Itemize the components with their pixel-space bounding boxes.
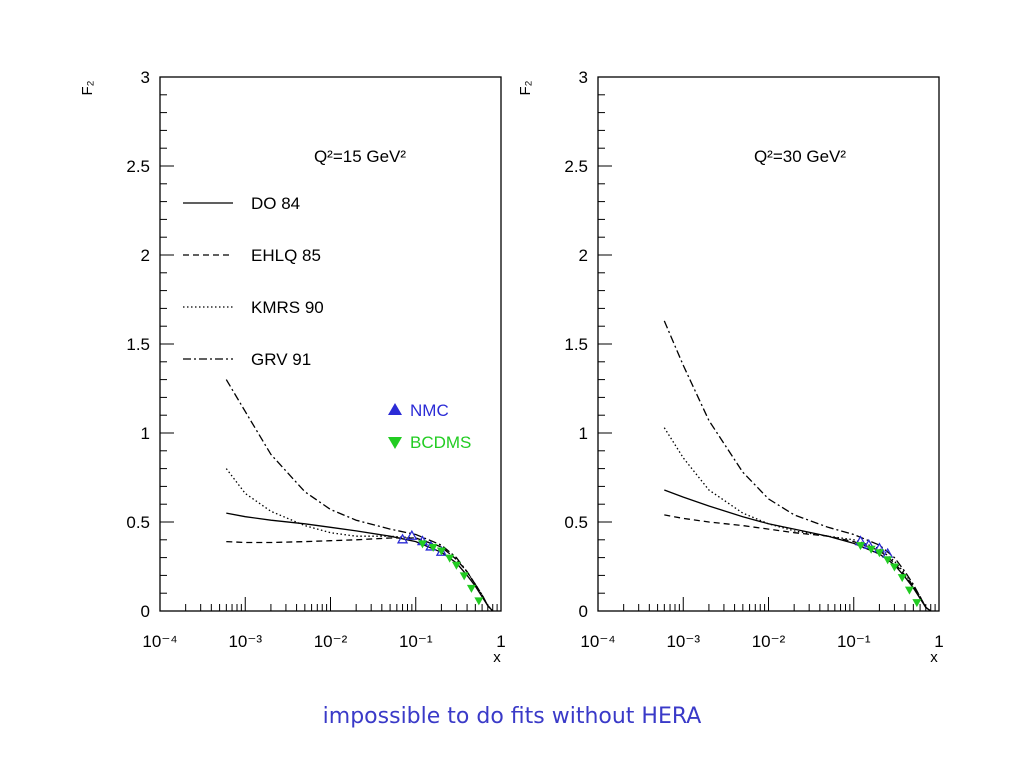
legend-label-nmc: NMC <box>410 401 449 420</box>
x-axis-label: x <box>493 649 501 666</box>
data-point-bcdms <box>466 584 476 593</box>
y-tick-label: 3 <box>579 68 588 87</box>
series-line-ehlq-85 <box>664 514 932 612</box>
series-line-kmrs-90 <box>663 427 932 612</box>
legend-marker-nmc <box>388 403 402 415</box>
slide-caption: impossible to do fits without HERA <box>322 704 702 729</box>
y-tick-label: 0.5 <box>126 513 150 532</box>
x-axis-label: x <box>930 649 938 666</box>
y-tick-label: 1 <box>141 424 150 443</box>
series-line-grv-91 <box>225 379 494 612</box>
data-point-bcdms <box>889 563 899 572</box>
data-point-bcdms <box>897 574 907 583</box>
y-tick-label: 3 <box>141 68 150 87</box>
x-tick-label: 10⁻² <box>314 632 348 651</box>
x-tick-label: 10⁻¹ <box>399 632 433 651</box>
x-tick-label: 10⁻³ <box>228 632 262 651</box>
x-tick-label: 10⁻¹ <box>837 632 871 651</box>
chart-title: Q²=30 GeV² <box>754 147 846 166</box>
series-line-do-84 <box>226 512 494 612</box>
data-point-bcdms <box>418 540 428 549</box>
x-tick-label: 1 <box>496 632 505 651</box>
legend-label: DO 84 <box>251 194 300 213</box>
y-axis-label: F₂ <box>517 80 534 95</box>
x-tick-label: 10⁻⁴ <box>142 632 177 651</box>
chart-panel-1: 0 0.5 1 1.5 2 2.5 3 10⁻⁴ 10⁻³ 10⁻² 10⁻¹ 1 F₂ x Q²=15 G… <box>79 68 506 666</box>
y-tick-label: 2 <box>141 246 150 265</box>
data-point-bcdms <box>428 543 438 552</box>
y-tick-label: 0.5 <box>564 513 588 532</box>
data-point-bcdms <box>474 597 484 606</box>
y-tick-label: 1 <box>579 424 588 443</box>
series-line-ehlq-85 <box>226 537 494 612</box>
series-line-do-84 <box>664 489 932 612</box>
y-tick-label: 1.5 <box>126 335 150 354</box>
x-tick-label: 10⁻² <box>752 632 786 651</box>
data-point-bcdms <box>451 561 461 570</box>
data-point-bcdms <box>459 572 469 581</box>
y-tick-label: 2 <box>579 246 588 265</box>
data-point-bcdms <box>866 545 876 554</box>
data-point-nmc <box>406 529 418 540</box>
x-tick-label: 10⁻⁴ <box>580 632 615 651</box>
data-point-nmc <box>396 533 409 544</box>
y-tick-label: 0 <box>141 602 150 621</box>
data-point-bcdms <box>856 542 866 551</box>
data-point-bcdms <box>436 547 446 556</box>
legend-label: KMRS 90 <box>251 298 324 317</box>
chart-title: Q²=15 GeV² <box>314 147 406 166</box>
legend-marker-bcdms <box>388 437 402 449</box>
y-axis-label: F₂ <box>79 80 96 95</box>
data-point-bcdms <box>445 554 455 563</box>
data-point-bcdms <box>883 556 893 565</box>
data-point-bcdms <box>904 586 914 595</box>
y-tick-label: 0 <box>579 602 588 621</box>
x-tick-label: 1 <box>934 632 943 651</box>
data-point-nmc <box>882 547 894 558</box>
series-line-grv-91 <box>663 320 932 612</box>
chart-panel-2: 0 0.5 1 1.5 2 2.5 3 10⁻⁴ 10⁻³ 10⁻² 10⁻¹ 1 F₂ x Q²=30 G… <box>517 68 944 666</box>
legend-label-bcdms: BCDMS <box>410 433 471 452</box>
legend-label: GRV 91 <box>251 350 311 369</box>
data-point-bcdms <box>912 599 922 608</box>
y-tick-label: 2.5 <box>126 157 150 176</box>
legend-label: EHLQ 85 <box>251 246 321 265</box>
data-point-bcdms <box>874 549 884 558</box>
x-tick-label: 10⁻³ <box>666 632 700 651</box>
y-tick-label: 1.5 <box>564 335 588 354</box>
y-tick-label: 2.5 <box>564 157 588 176</box>
